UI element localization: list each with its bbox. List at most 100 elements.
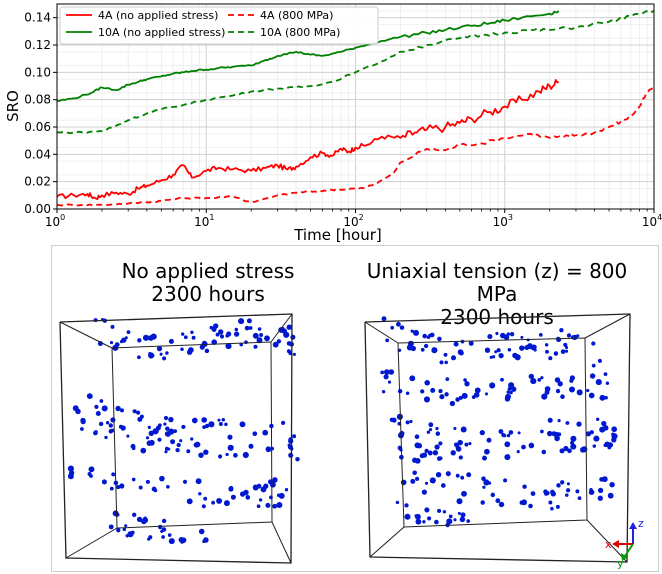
atom [461, 490, 467, 497]
axis-triad: z x y [605, 517, 644, 570]
atom [560, 349, 566, 354]
atom [208, 421, 215, 428]
atom [420, 347, 425, 352]
atom [165, 351, 169, 355]
atom [88, 466, 95, 473]
atom [212, 328, 217, 332]
legend-label: 4A (no applied stress) [98, 9, 218, 22]
atom [388, 369, 395, 375]
atom [528, 442, 535, 449]
atom [414, 434, 420, 439]
atom [257, 327, 262, 331]
y-tick-label: 0.14 [24, 11, 51, 25]
atom [287, 443, 291, 447]
atom [599, 426, 606, 433]
atom [424, 380, 430, 386]
atom [545, 349, 549, 354]
atom [460, 512, 466, 518]
atom [80, 427, 84, 431]
triad-z-arrowhead [629, 522, 637, 529]
atom [445, 377, 450, 381]
atom [180, 347, 184, 352]
atom [420, 389, 425, 394]
atom [483, 479, 490, 486]
atom [559, 328, 564, 333]
atom [466, 472, 472, 478]
atom [453, 518, 457, 522]
sro-chart: 100 101 102 103 104 0.00 0.02 0.04 0.06 0.08 0.10 0… [4, 3, 662, 244]
atom [557, 419, 561, 423]
y-tick-label: 0.06 [24, 120, 51, 134]
atom [585, 431, 592, 437]
atom [157, 524, 163, 530]
atom [227, 444, 234, 451]
atom [151, 486, 157, 492]
atom [522, 484, 527, 489]
atom [444, 392, 449, 397]
atom [595, 379, 602, 386]
atom [459, 516, 466, 523]
atom [198, 452, 204, 458]
atom [489, 355, 493, 359]
atom [233, 452, 238, 458]
atom [111, 472, 116, 477]
atom [538, 333, 543, 337]
atom [181, 332, 185, 336]
atom [566, 333, 572, 338]
atom [427, 516, 432, 521]
atom [506, 433, 511, 438]
atom [109, 341, 114, 345]
atom [387, 380, 392, 384]
atom [604, 441, 611, 448]
atom [132, 512, 137, 517]
atom [140, 447, 147, 454]
atom [288, 437, 293, 442]
cube-edge-left-a [270, 313, 293, 343]
atom [262, 429, 269, 436]
atom [400, 479, 407, 486]
atom [404, 513, 411, 520]
atom [591, 341, 596, 346]
atom [569, 378, 574, 383]
atom [503, 334, 510, 341]
legend-label: 10A (no applied stress) [98, 26, 225, 39]
atom [218, 421, 223, 427]
scene-left-box [59, 313, 300, 564]
atom [404, 503, 409, 508]
atom [381, 390, 386, 394]
atoms-left [67, 318, 300, 545]
atom [230, 494, 236, 500]
legend-box [59, 6, 379, 45]
atom [124, 524, 128, 528]
atom [463, 378, 467, 382]
atom [544, 343, 549, 347]
atom [95, 410, 101, 417]
atom [494, 350, 498, 354]
atom [137, 338, 142, 343]
atom [167, 533, 172, 537]
atom [168, 416, 174, 423]
atom [427, 450, 433, 456]
atom [286, 324, 293, 330]
atom [597, 495, 603, 501]
atom [453, 426, 457, 431]
atom [560, 394, 565, 400]
atom [80, 419, 86, 425]
atom [586, 388, 590, 393]
atom [422, 520, 426, 524]
atom [563, 342, 568, 347]
atom [410, 478, 416, 484]
atom [589, 373, 596, 379]
atom [414, 514, 418, 518]
atom [89, 474, 93, 478]
atom [601, 420, 607, 427]
atom [190, 437, 194, 441]
atom [528, 503, 533, 509]
atom [163, 415, 169, 421]
triad-y-label: y [617, 557, 624, 570]
atom [380, 370, 385, 375]
atom [440, 483, 446, 488]
atom [462, 427, 466, 432]
atom [233, 331, 240, 337]
atom [481, 476, 486, 482]
